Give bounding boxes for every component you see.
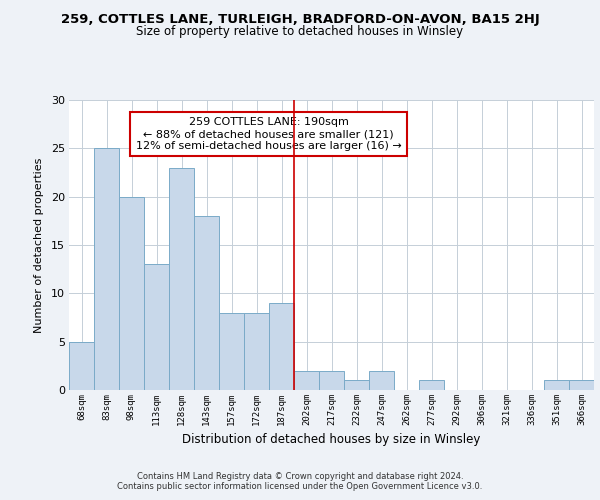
Bar (169, 168, 194, 390)
Bar (419, 380, 444, 390)
Bar (144, 264, 169, 390)
Text: Contains public sector information licensed under the Open Government Licence v3: Contains public sector information licen… (118, 482, 482, 491)
Bar (269, 303, 294, 390)
Y-axis label: Number of detached properties: Number of detached properties (34, 158, 44, 332)
Bar (69, 342, 94, 390)
Bar (119, 196, 144, 390)
Bar (244, 312, 269, 390)
Text: 259 COTTLES LANE: 190sqm
← 88% of detached houses are smaller (121)
12% of semi-: 259 COTTLES LANE: 190sqm ← 88% of detach… (136, 118, 401, 150)
Text: 259, COTTLES LANE, TURLEIGH, BRADFORD-ON-AVON, BA15 2HJ: 259, COTTLES LANE, TURLEIGH, BRADFORD-ON… (61, 12, 539, 26)
Text: Size of property relative to detached houses in Winsley: Size of property relative to detached ho… (136, 25, 464, 38)
Bar (544, 380, 569, 390)
Bar (294, 370, 319, 390)
Text: Contains HM Land Registry data © Crown copyright and database right 2024.: Contains HM Land Registry data © Crown c… (137, 472, 463, 481)
Bar (94, 148, 119, 390)
Bar (369, 370, 394, 390)
X-axis label: Distribution of detached houses by size in Winsley: Distribution of detached houses by size … (182, 434, 481, 446)
Bar (219, 312, 244, 390)
Bar (194, 216, 219, 390)
Bar (344, 380, 369, 390)
Bar (569, 380, 594, 390)
Bar (319, 370, 344, 390)
